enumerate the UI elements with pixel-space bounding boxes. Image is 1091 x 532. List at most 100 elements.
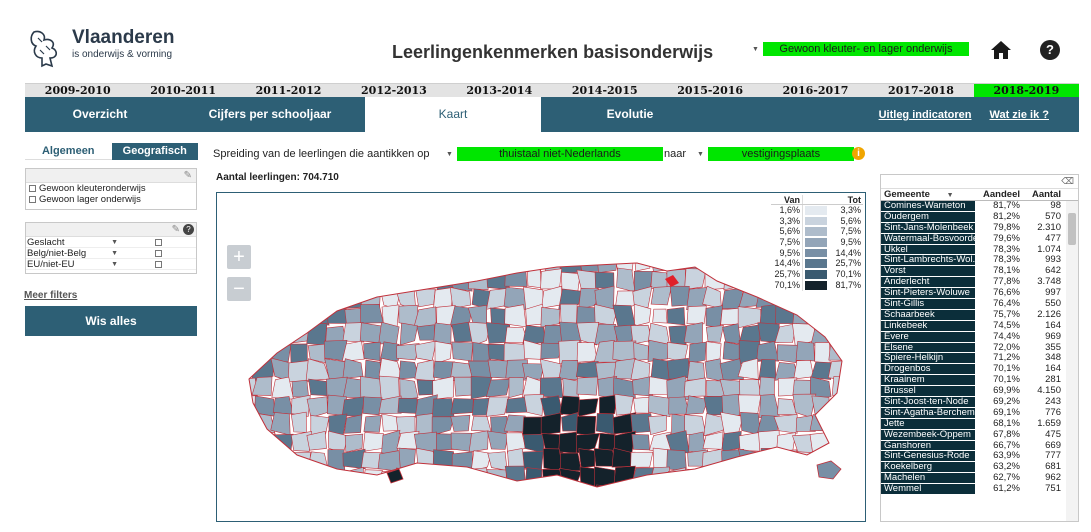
- eraser-icon[interactable]: ✎: [171, 224, 180, 235]
- cell-gemeente[interactable]: Sint-Gillis: [881, 299, 975, 310]
- municipality[interactable]: [540, 268, 563, 290]
- municipality[interactable]: [399, 378, 419, 400]
- municipality[interactable]: [776, 344, 799, 363]
- cell-gemeente[interactable]: Oudergem: [881, 211, 975, 223]
- municipality[interactable]: [633, 251, 651, 272]
- municipality[interactable]: [450, 398, 474, 415]
- municipality[interactable]: [648, 484, 671, 504]
- municipality[interactable]: [432, 449, 455, 471]
- municipality[interactable]: [688, 431, 707, 454]
- municipality[interactable]: [737, 465, 762, 487]
- municipality[interactable]: [379, 341, 400, 364]
- municipality[interactable]: [416, 324, 435, 341]
- municipality[interactable]: [306, 430, 327, 451]
- municipality[interactable]: [270, 250, 295, 275]
- municipality[interactable]: [254, 324, 273, 344]
- municipality[interactable]: [341, 396, 365, 417]
- municipality[interactable]: [506, 488, 526, 504]
- municipality[interactable]: [290, 411, 307, 433]
- municipality[interactable]: [271, 323, 292, 346]
- municipality[interactable]: [759, 465, 780, 489]
- year-2015-2016[interactable]: 2015-2016: [677, 84, 744, 97]
- municipality[interactable]: [630, 451, 654, 468]
- municipality[interactable]: [362, 270, 384, 291]
- municipality[interactable]: [686, 305, 707, 325]
- municipality[interactable]: [827, 413, 851, 436]
- municipality[interactable]: [450, 414, 471, 432]
- municipality[interactable]: [578, 484, 598, 505]
- municipality[interactable]: [305, 484, 327, 506]
- uitleg-indicatoren-link[interactable]: Uitleg indicatoren: [878, 109, 972, 121]
- year-2016-2017[interactable]: 2016-2017: [782, 84, 849, 97]
- year-2012-2013[interactable]: 2012-2013: [361, 84, 427, 97]
- municipality[interactable]: [828, 432, 851, 454]
- cell-gemeente[interactable]: Sint-Pieters-Woluwe: [881, 288, 975, 300]
- municipality[interactable]: [633, 342, 649, 361]
- municipality[interactable]: [432, 398, 455, 418]
- municipality[interactable]: [686, 361, 706, 381]
- municipality[interactable]: [306, 323, 328, 346]
- municipality[interactable]: [363, 341, 381, 361]
- municipality[interactable]: [828, 323, 848, 345]
- municipality[interactable]: [237, 484, 256, 507]
- municipality[interactable]: [271, 449, 292, 472]
- municipality[interactable]: [342, 322, 365, 343]
- municipality[interactable]: [523, 486, 542, 508]
- table-row[interactable]: Machelen 62,7% 962: [881, 472, 1078, 485]
- municipality[interactable]: [271, 485, 294, 506]
- municipality[interactable]: [559, 321, 582, 346]
- municipality[interactable]: [846, 324, 866, 341]
- municipality[interactable]: [400, 271, 416, 290]
- wis-alles-button[interactable]: Wis alles: [25, 306, 197, 336]
- table-row[interactable]: Sint-Lambrechts-Wol... 78,3% 993: [881, 255, 1078, 267]
- municipality[interactable]: [378, 395, 402, 415]
- municipality[interactable]: [540, 395, 564, 417]
- municipality[interactable]: [559, 395, 581, 416]
- year-2010-2011[interactable]: 2010-2011: [150, 84, 216, 97]
- municipality[interactable]: [809, 431, 832, 454]
- municipality[interactable]: [633, 396, 653, 414]
- municipality[interactable]: [487, 251, 510, 269]
- table-row[interactable]: Watermaal-Bosvoorde 79,6% 477: [881, 233, 1078, 245]
- municipality[interactable]: [235, 430, 255, 454]
- municipality[interactable]: [701, 448, 724, 471]
- municipality[interactable]: [575, 360, 599, 379]
- municipality[interactable]: [796, 468, 814, 486]
- municipality[interactable]: [468, 430, 489, 453]
- municipality[interactable]: [612, 377, 636, 399]
- table-row[interactable]: Sint-Jans-Molenbeek 79,8% 2.310: [881, 222, 1078, 234]
- table-row[interactable]: Sint-Gillis 76,4% 550: [881, 298, 1078, 310]
- school-type-select[interactable]: ▼ Gewoon kleuter- en lager onderwijs: [752, 42, 969, 56]
- municipality[interactable]: [793, 360, 814, 380]
- municipality[interactable]: [558, 360, 579, 380]
- municipality[interactable]: [431, 416, 455, 436]
- year-2017-2018[interactable]: 2017-2018: [888, 84, 954, 97]
- municipality[interactable]: [288, 486, 310, 504]
- tab-kaart[interactable]: Kaart: [365, 97, 541, 132]
- municipality[interactable]: [612, 304, 636, 329]
- municipality[interactable]: [307, 451, 329, 472]
- municipality[interactable]: [720, 488, 743, 507]
- municipality[interactable]: [742, 269, 762, 292]
- municipality[interactable]: [829, 485, 849, 505]
- cell-gemeente[interactable]: Schaarbeek: [881, 309, 975, 321]
- municipality[interactable]: [540, 412, 562, 436]
- municipality[interactable]: [702, 466, 727, 487]
- cell-gemeente[interactable]: Ukkel: [881, 244, 975, 256]
- municipality[interactable]: [595, 413, 617, 435]
- municipality[interactable]: [522, 433, 545, 454]
- municipality[interactable]: [647, 339, 672, 362]
- municipality[interactable]: [719, 358, 744, 381]
- municipality[interactable]: [668, 325, 687, 345]
- municipality[interactable]: [774, 288, 794, 308]
- municipality[interactable]: [815, 489, 833, 503]
- municipality[interactable]: [848, 378, 866, 399]
- municipality[interactable]: [599, 394, 618, 414]
- municipality[interactable]: [235, 453, 254, 471]
- municipality[interactable]: [287, 305, 313, 325]
- municipality[interactable]: [850, 287, 866, 308]
- municipality[interactable]: [360, 375, 383, 400]
- year-2011-2012[interactable]: 2011-2012: [255, 84, 322, 97]
- municipality[interactable]: [559, 452, 582, 472]
- municipality[interactable]: [613, 465, 636, 489]
